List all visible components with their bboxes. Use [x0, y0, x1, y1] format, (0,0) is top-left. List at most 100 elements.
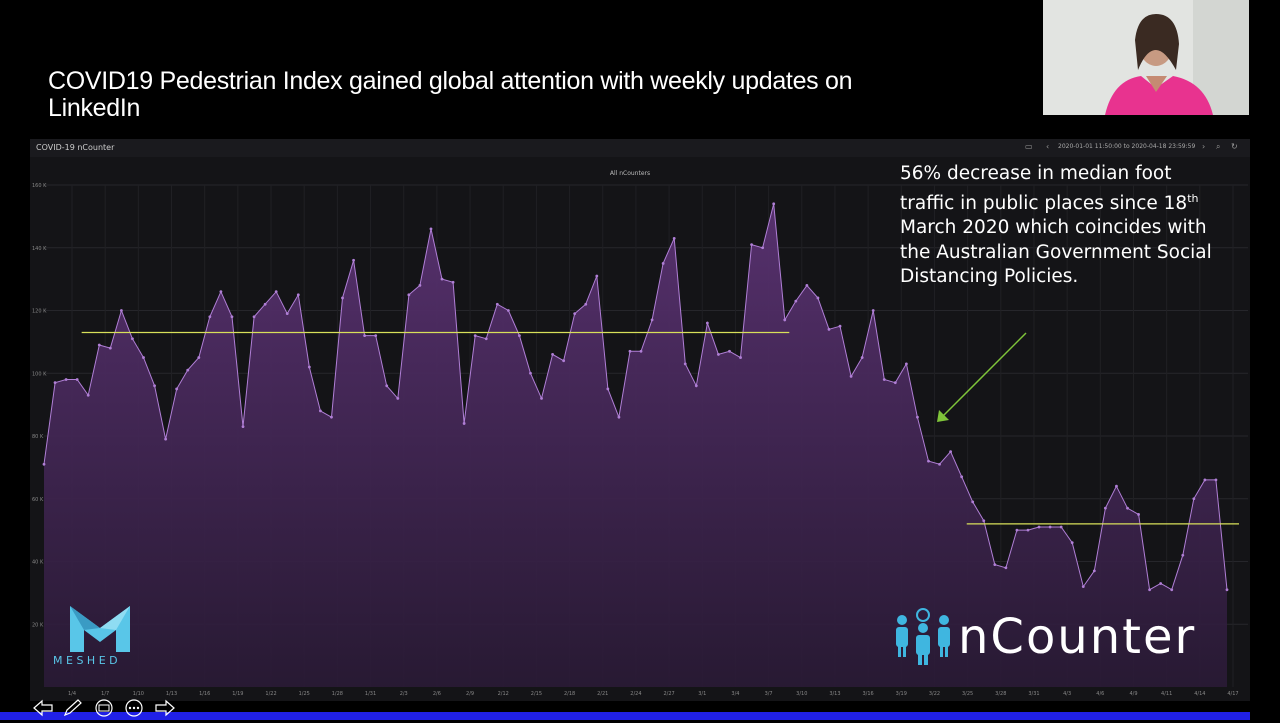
- save-icon[interactable]: ▭: [1025, 142, 1033, 151]
- more-options-icon[interactable]: [123, 698, 145, 718]
- data-point: [871, 309, 875, 312]
- x-tick-label: 2/27: [663, 691, 674, 697]
- y-tick-label: 160 K: [32, 183, 47, 189]
- data-point: [131, 337, 134, 341]
- presenter-image: [1043, 0, 1249, 115]
- data-point: [717, 353, 720, 356]
- data-point: [1037, 525, 1041, 529]
- data-point: [53, 381, 57, 385]
- arrow-right-icon[interactable]: [154, 698, 176, 718]
- arrow-head: [937, 410, 949, 422]
- y-tick-label: 80 K: [32, 434, 44, 440]
- x-tick-label: 2/24: [630, 691, 641, 697]
- x-tick-label: 2/3: [400, 691, 408, 697]
- data-point: [418, 284, 422, 287]
- data-point: [407, 293, 411, 297]
- ncounter-people-icon: [896, 608, 950, 665]
- data-point: [628, 349, 632, 353]
- x-tick-label: 4/9: [1129, 691, 1137, 697]
- data-point: [1170, 588, 1174, 592]
- data-point: [1137, 513, 1140, 516]
- data-point: [296, 293, 300, 297]
- data-point: [285, 312, 289, 316]
- data-point: [484, 337, 488, 341]
- data-point: [529, 371, 532, 375]
- data-point: [794, 299, 798, 303]
- x-tick-label: 2/6: [433, 691, 441, 697]
- data-point: [772, 202, 776, 206]
- data-point: [816, 296, 820, 300]
- y-axis-ticks: 20 K 40 K 60 K 80 K 100 K 120 K 140 K 160 K: [32, 183, 47, 628]
- x-tick-label: 3/28: [995, 691, 1006, 697]
- data-point: [230, 315, 234, 319]
- x-tick-label: 1/16: [199, 691, 210, 697]
- data-point: [119, 309, 123, 312]
- slides-icon[interactable]: [93, 698, 115, 718]
- chevron-left-icon[interactable]: ‹: [1046, 142, 1050, 151]
- y-tick-label: 20 K: [32, 622, 44, 628]
- series-area: [44, 203, 1227, 688]
- y-tick-label: 120 K: [32, 309, 47, 315]
- y-tick-label: 100 K: [32, 371, 47, 377]
- data-point: [518, 334, 521, 337]
- data-point: [860, 356, 864, 359]
- data-point: [396, 396, 400, 400]
- data-point: [86, 393, 90, 397]
- data-point: [849, 374, 853, 378]
- data-point: [363, 334, 367, 337]
- data-point: [164, 437, 168, 441]
- presentation-toolbar: [32, 698, 180, 720]
- webcam-video: [1043, 0, 1249, 115]
- data-point: [750, 243, 753, 247]
- zoom-icon[interactable]: ⌕: [1216, 142, 1221, 151]
- data-point: [175, 387, 179, 391]
- data-point: [661, 262, 665, 265]
- data-point: [1004, 566, 1008, 570]
- data-point: [42, 462, 46, 466]
- x-tick-label: 4/3: [1063, 691, 1071, 697]
- meshed-logo-icon: [70, 606, 130, 652]
- data-point: [927, 459, 930, 463]
- data-point: [694, 384, 698, 388]
- data-point: [882, 378, 886, 381]
- data-point: [374, 334, 378, 337]
- refresh-icon[interactable]: ↻: [1231, 142, 1238, 151]
- data-point: [1115, 484, 1118, 488]
- data-point: [893, 381, 897, 385]
- chevron-right-icon[interactable]: ›: [1202, 142, 1206, 151]
- x-tick-label: 3/16: [862, 691, 873, 697]
- data-point: [473, 334, 477, 337]
- series-line: [43, 203, 1228, 591]
- arrow-left-icon[interactable]: [32, 698, 54, 718]
- x-tick-label: 1/13: [166, 691, 177, 697]
- x-tick-label: 1/25: [299, 691, 310, 697]
- data-point: [916, 415, 919, 419]
- data-point: [1225, 588, 1229, 592]
- data-point: [64, 378, 68, 381]
- x-tick-label: 3/7: [765, 691, 773, 697]
- x-tick-label: 2/12: [498, 691, 509, 697]
- data-point: [186, 368, 190, 372]
- data-point: [451, 280, 455, 284]
- data-point: [617, 415, 621, 419]
- time-range-picker[interactable]: 2020-01-01 11:50:00 to 2020-04-18 23:59:…: [1058, 143, 1196, 150]
- data-point: [108, 346, 112, 350]
- x-tick-label: 4/17: [1227, 691, 1238, 697]
- x-tick-label: 2/21: [597, 691, 608, 697]
- y-tick-label: 40 K: [32, 560, 44, 566]
- data-point: [1070, 541, 1074, 545]
- reference-lines: [81, 331, 1239, 525]
- data-point: [341, 296, 344, 300]
- data-point: [319, 409, 322, 413]
- dashboard-title[interactable]: COVID-19 nCounter: [36, 143, 115, 152]
- x-tick-label: 1/10: [133, 691, 144, 697]
- data-point: [1159, 582, 1163, 585]
- x-tick-label: 2/9: [466, 691, 474, 697]
- data-point: [352, 258, 355, 262]
- slide-title: COVID19 Pedestrian Index gained global a…: [48, 67, 853, 122]
- pen-icon[interactable]: [62, 698, 84, 718]
- x-tick-label: 4/11: [1161, 691, 1172, 697]
- x-axis-ticks: 1/4 1/7 1/10 1/13 1/16 1/19 1/22 1/25 1/28 1/31 2/…: [68, 691, 1239, 697]
- x-tick-label: 3/10: [796, 691, 807, 697]
- data-point: [495, 302, 499, 306]
